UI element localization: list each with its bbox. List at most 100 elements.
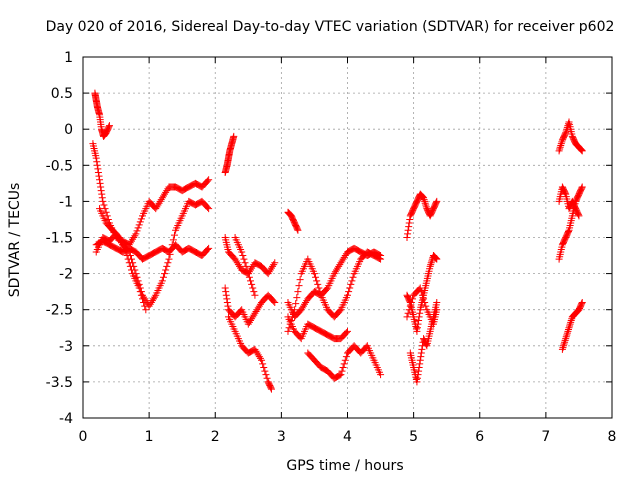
data-point bbox=[156, 197, 164, 205]
x-tick-label: 0 bbox=[79, 429, 88, 445]
data-point bbox=[262, 371, 270, 379]
data-point bbox=[427, 261, 435, 269]
data-point bbox=[577, 145, 585, 153]
data-point bbox=[344, 327, 351, 335]
data-points bbox=[89, 89, 586, 393]
data-point bbox=[170, 231, 178, 239]
data-point bbox=[418, 345, 426, 353]
data-point bbox=[224, 302, 232, 310]
y-tick-label: -2.5 bbox=[46, 303, 73, 319]
data-point bbox=[98, 190, 106, 198]
y-tick-label: 0.5 bbox=[51, 86, 73, 102]
data-point bbox=[417, 349, 425, 357]
data-point bbox=[232, 257, 240, 265]
data-point bbox=[415, 313, 423, 321]
data-point bbox=[97, 183, 105, 191]
data-point bbox=[342, 329, 350, 337]
data-point bbox=[140, 298, 148, 306]
data-point bbox=[292, 300, 300, 308]
data-point bbox=[578, 300, 586, 308]
data-point bbox=[433, 306, 441, 314]
data-point bbox=[254, 351, 262, 359]
x-tick-label: 7 bbox=[541, 429, 550, 445]
plot-frame bbox=[82, 56, 613, 419]
data-point bbox=[422, 203, 430, 211]
data-point bbox=[239, 252, 247, 260]
data-point bbox=[163, 262, 171, 270]
data-point bbox=[125, 259, 133, 267]
data-point bbox=[95, 172, 103, 180]
y-tick-labels: 1 0.5 0 -0.5 -1 -1.5 -2 -2.5 -3 -3.5 -4 bbox=[46, 50, 73, 427]
data-point bbox=[164, 259, 172, 267]
data-point bbox=[418, 193, 426, 201]
data-point bbox=[287, 211, 295, 219]
data-point bbox=[421, 298, 429, 306]
data-point bbox=[561, 189, 569, 197]
series-sat-j bbox=[231, 234, 259, 299]
data-point bbox=[223, 298, 231, 306]
data-point bbox=[244, 320, 252, 328]
data-point bbox=[337, 371, 345, 379]
data-point bbox=[267, 385, 275, 393]
data-point bbox=[291, 306, 299, 314]
data-point bbox=[417, 353, 425, 361]
data-point bbox=[558, 345, 566, 353]
data-point bbox=[221, 284, 229, 292]
data-point bbox=[154, 201, 162, 209]
series-sat-o bbox=[304, 342, 385, 382]
data-point bbox=[331, 268, 339, 276]
data-point bbox=[93, 161, 101, 169]
data-point bbox=[556, 143, 564, 151]
data-point bbox=[314, 280, 322, 288]
data-point bbox=[562, 129, 570, 137]
data-point bbox=[406, 302, 414, 310]
data-point bbox=[432, 199, 440, 207]
data-point bbox=[431, 253, 439, 261]
data-point bbox=[96, 179, 104, 187]
data-point bbox=[562, 335, 570, 343]
data-point bbox=[127, 266, 135, 274]
data-point bbox=[135, 221, 143, 229]
data-point bbox=[251, 309, 259, 317]
data-point bbox=[166, 250, 174, 258]
data-point bbox=[248, 315, 256, 323]
data-point bbox=[416, 356, 424, 364]
data-point bbox=[248, 264, 256, 272]
y-tick-label: 0 bbox=[64, 122, 73, 138]
data-point bbox=[287, 317, 295, 325]
data-point bbox=[264, 270, 272, 278]
data-point bbox=[559, 344, 567, 352]
data-point bbox=[293, 294, 301, 302]
data-point bbox=[415, 363, 423, 371]
data-point bbox=[159, 192, 167, 200]
series-sat-i bbox=[224, 313, 275, 393]
data-point bbox=[165, 255, 173, 263]
data-point bbox=[344, 291, 351, 299]
data-point bbox=[161, 190, 169, 198]
data-point bbox=[137, 291, 145, 299]
series-sat-k bbox=[284, 208, 302, 234]
data-point bbox=[556, 145, 564, 153]
data-point bbox=[284, 327, 292, 335]
data-point bbox=[433, 197, 441, 205]
data-point bbox=[298, 304, 306, 312]
data-point bbox=[420, 295, 428, 303]
y-tick-label: -0.5 bbox=[46, 158, 73, 174]
y-tick-label: -3 bbox=[59, 339, 73, 355]
series-sat-n bbox=[284, 248, 385, 335]
series-sat-s bbox=[403, 284, 441, 328]
data-point bbox=[574, 306, 582, 314]
data-point bbox=[245, 318, 253, 326]
data-point bbox=[146, 300, 154, 308]
data-point bbox=[315, 284, 323, 292]
data-point bbox=[560, 340, 568, 348]
data-point bbox=[567, 317, 575, 325]
data-point bbox=[428, 257, 436, 265]
x-axis-label: GPS time / hours bbox=[286, 458, 403, 474]
data-point bbox=[250, 288, 258, 296]
data-point bbox=[204, 203, 212, 211]
data-point bbox=[205, 205, 213, 213]
data-point bbox=[250, 311, 258, 319]
y-tick-label: -2 bbox=[59, 267, 73, 283]
data-point bbox=[421, 197, 429, 205]
